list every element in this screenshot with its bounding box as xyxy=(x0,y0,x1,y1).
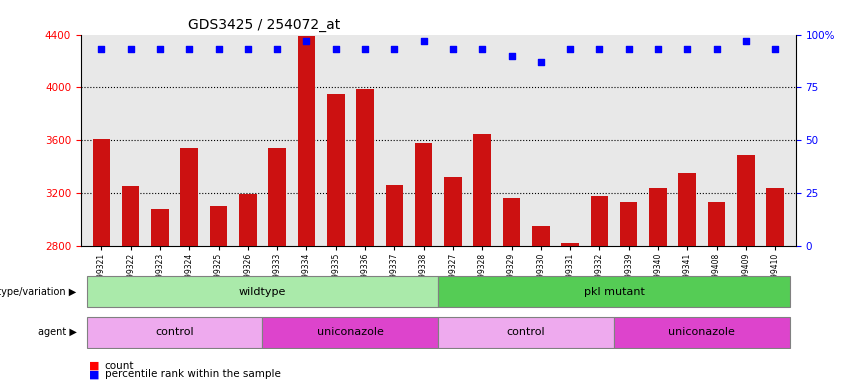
Point xyxy=(592,46,606,53)
Point xyxy=(739,38,752,44)
Point xyxy=(710,46,723,53)
Point xyxy=(300,38,313,44)
Text: ■: ■ xyxy=(89,369,100,379)
Bar xyxy=(767,188,784,246)
Point xyxy=(446,46,460,53)
Point xyxy=(476,46,489,53)
Point xyxy=(417,38,431,44)
Bar xyxy=(591,195,608,246)
Bar xyxy=(298,36,315,246)
Bar xyxy=(532,226,550,246)
Text: pkl mutant: pkl mutant xyxy=(584,287,644,297)
Bar xyxy=(444,177,462,246)
Bar xyxy=(438,316,614,348)
Point xyxy=(681,46,694,53)
Point xyxy=(329,46,343,53)
Bar xyxy=(620,202,637,246)
Bar xyxy=(614,316,790,348)
Bar xyxy=(473,134,491,246)
Point xyxy=(182,46,196,53)
Text: genotype/variation ▶: genotype/variation ▶ xyxy=(0,287,77,297)
Text: control: control xyxy=(155,327,194,337)
Bar xyxy=(268,148,286,246)
Point xyxy=(563,46,577,53)
Point xyxy=(387,46,401,53)
Point xyxy=(212,46,226,53)
Bar xyxy=(649,188,667,246)
Bar xyxy=(151,209,168,246)
Point xyxy=(534,59,547,65)
Text: control: control xyxy=(507,327,545,337)
Bar xyxy=(678,173,696,246)
Point xyxy=(94,46,108,53)
Bar xyxy=(438,276,790,307)
Point xyxy=(768,46,782,53)
Text: uniconazole: uniconazole xyxy=(317,327,384,337)
Point xyxy=(651,46,665,53)
Bar xyxy=(414,143,432,246)
Text: percentile rank within the sample: percentile rank within the sample xyxy=(105,369,281,379)
Point xyxy=(505,53,518,59)
Bar xyxy=(87,316,262,348)
Bar xyxy=(357,89,374,246)
Point xyxy=(622,46,636,53)
Point xyxy=(153,46,167,53)
Bar xyxy=(262,316,438,348)
Bar xyxy=(708,202,725,246)
Bar xyxy=(327,94,345,246)
Bar xyxy=(239,194,257,246)
Text: ■: ■ xyxy=(89,361,100,371)
Text: wildtype: wildtype xyxy=(239,287,286,297)
Bar xyxy=(122,186,140,246)
Point xyxy=(358,46,372,53)
Point xyxy=(271,46,284,53)
Text: uniconazole: uniconazole xyxy=(669,327,735,337)
Bar xyxy=(180,148,198,246)
Bar xyxy=(93,139,110,246)
Bar xyxy=(503,198,520,246)
Bar xyxy=(87,276,438,307)
Point xyxy=(124,46,138,53)
Bar xyxy=(562,243,579,246)
Point xyxy=(241,46,254,53)
Bar xyxy=(386,185,403,246)
Text: GDS3425 / 254072_at: GDS3425 / 254072_at xyxy=(188,18,340,32)
Text: count: count xyxy=(105,361,134,371)
Bar xyxy=(737,155,755,246)
Text: agent ▶: agent ▶ xyxy=(37,327,77,337)
Bar xyxy=(209,206,227,246)
